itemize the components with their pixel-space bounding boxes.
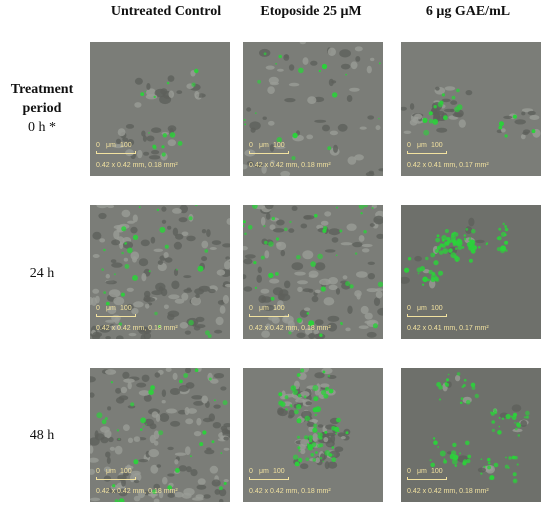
row-label-time: 24 h	[29, 266, 55, 281]
column-header-etoposide: Etoposide 25 μM	[260, 4, 362, 19]
scale-bar-line	[249, 477, 289, 480]
scale-bar-unit: μm	[417, 305, 427, 312]
image-dimensions-label: 0.42 x 0.42 mm, 0.18 mm²	[407, 488, 489, 495]
column-header-untreated-control: Untreated Control	[110, 4, 222, 19]
scale-bar-line	[96, 477, 136, 480]
image-dimensions-label: 0.42 x 0.42 mm, 0.18 mm²	[249, 488, 331, 495]
row-label-24h: 24 h	[0, 264, 84, 283]
image-dimensions-label: 0.42 x 0.42 mm, 0.18 mm²	[249, 325, 331, 332]
scale-bar-value: 100	[273, 468, 285, 475]
scale-bar-value: 100	[273, 142, 285, 149]
micrograph-0h-control: 0 μm 100 0.42 x 0.42 mm, 0.18 mm²	[90, 42, 230, 176]
scale-bar: 0 μm 100	[96, 305, 140, 319]
scale-bar-line	[407, 477, 447, 480]
micrograph-48h-control: 0 μm 100 0.42 x 0.42 mm, 0.18 mm²	[90, 368, 230, 502]
scale-bar-line	[407, 151, 447, 154]
scale-bar-unit: μm	[106, 468, 116, 475]
scale-bar-line	[96, 314, 136, 317]
row-label-time: 48 h	[29, 428, 55, 443]
row-label-time: 0 h *	[28, 120, 56, 135]
scale-bar-zero: 0	[407, 468, 411, 475]
micrograph-0h-etoposide: 0 μm 100 0.42 x 0.42 mm, 0.18 mm²	[243, 42, 383, 176]
row-label-0h: Treatment period 0 h *	[0, 80, 84, 137]
scale-bar-zero: 0	[249, 468, 253, 475]
scale-bar-unit: μm	[259, 305, 269, 312]
image-dimensions-label: 0.42 x 0.42 mm, 0.18 mm²	[96, 325, 178, 332]
scale-bar: 0 μm 100	[407, 468, 451, 482]
scale-bar-zero: 0	[96, 468, 100, 475]
scale-bar-unit: μm	[417, 142, 427, 149]
scale-bar: 0 μm 100	[96, 142, 140, 156]
scale-bar-value: 100	[120, 142, 132, 149]
scale-bar-zero: 0	[249, 142, 253, 149]
micrograph-image	[90, 368, 230, 502]
image-dimensions-label: 0.42 x 0.42 mm, 0.18 mm²	[96, 162, 178, 169]
scale-bar-zero: 0	[96, 142, 100, 149]
scale-bar-line	[407, 314, 447, 317]
row-label-heading-line2: period	[22, 101, 62, 116]
scale-bar-line	[249, 151, 289, 154]
scale-bar-line	[249, 314, 289, 317]
row-label-48h: 48 h	[0, 426, 84, 445]
scale-bar-zero: 0	[407, 305, 411, 312]
scale-bar-value: 100	[273, 305, 285, 312]
image-dimensions-label: 0.42 x 0.42 mm, 0.18 mm²	[249, 162, 331, 169]
scale-bar-zero: 0	[249, 305, 253, 312]
scale-bar: 0 μm 100	[96, 468, 140, 482]
scale-bar-unit: μm	[259, 468, 269, 475]
scale-bar: 0 μm 100	[407, 305, 451, 319]
image-dimensions-label: 0.42 x 0.42 mm, 0.18 mm²	[96, 488, 178, 495]
micrograph-24h-control: 0 μm 100 0.42 x 0.42 mm, 0.18 mm²	[90, 205, 230, 339]
scale-bar-zero: 0	[96, 305, 100, 312]
micrograph-24h-extract: 0 μm 100 0.42 x 0.41 mm, 0.17 mm²	[401, 205, 541, 339]
scale-bar: 0 μm 100	[249, 305, 293, 319]
scale-bar-value: 100	[120, 305, 132, 312]
scale-bar-unit: μm	[106, 305, 116, 312]
scale-bar: 0 μm 100	[407, 142, 451, 156]
scale-bar-value: 100	[431, 142, 443, 149]
image-dimensions-label: 0.42 x 0.41 mm, 0.17 mm²	[407, 325, 489, 332]
scale-bar-value: 100	[120, 468, 132, 475]
row-label-heading-line1: Treatment	[10, 82, 74, 97]
scale-bar-zero: 0	[407, 142, 411, 149]
micrograph-image	[243, 42, 383, 176]
scale-bar-value: 100	[431, 468, 443, 475]
scale-bar-line	[96, 151, 136, 154]
micrograph-0h-extract: 0 μm 100 0.42 x 0.41 mm, 0.17 mm²	[401, 42, 541, 176]
column-header-extract: 6 μg GAE/mL	[425, 4, 511, 19]
micrograph-image	[243, 368, 383, 502]
scale-bar-unit: μm	[417, 468, 427, 475]
micrograph-48h-etoposide: 0 μm 100 0.42 x 0.42 mm, 0.18 mm²	[243, 368, 383, 502]
scale-bar-unit: μm	[106, 142, 116, 149]
scale-bar: 0 μm 100	[249, 468, 293, 482]
micrograph-48h-extract: 0 μm 100 0.42 x 0.42 mm, 0.18 mm²	[401, 368, 541, 502]
scale-bar: 0 μm 100	[249, 142, 293, 156]
scale-bar-unit: μm	[259, 142, 269, 149]
micrograph-image	[401, 42, 541, 176]
image-dimensions-label: 0.42 x 0.41 mm, 0.17 mm²	[407, 162, 489, 169]
scale-bar-value: 100	[431, 305, 443, 312]
micrograph-24h-etoposide: 0 μm 100 0.42 x 0.42 mm, 0.18 mm²	[243, 205, 383, 339]
micrograph-image	[401, 368, 541, 502]
